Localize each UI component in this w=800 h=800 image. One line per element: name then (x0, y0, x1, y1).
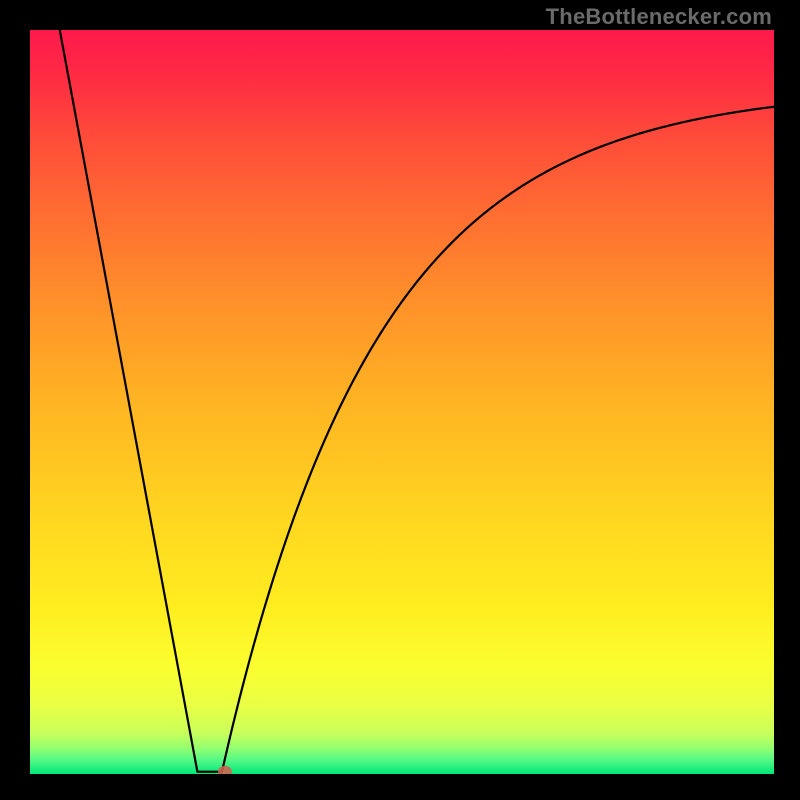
plot-background (30, 30, 774, 774)
watermark-text: TheBottlenecker.com (546, 4, 772, 30)
plot-area (30, 30, 774, 774)
chart-container: { "watermark": "TheBottlenecker.com", "w… (0, 0, 800, 800)
plot-svg (30, 30, 774, 774)
